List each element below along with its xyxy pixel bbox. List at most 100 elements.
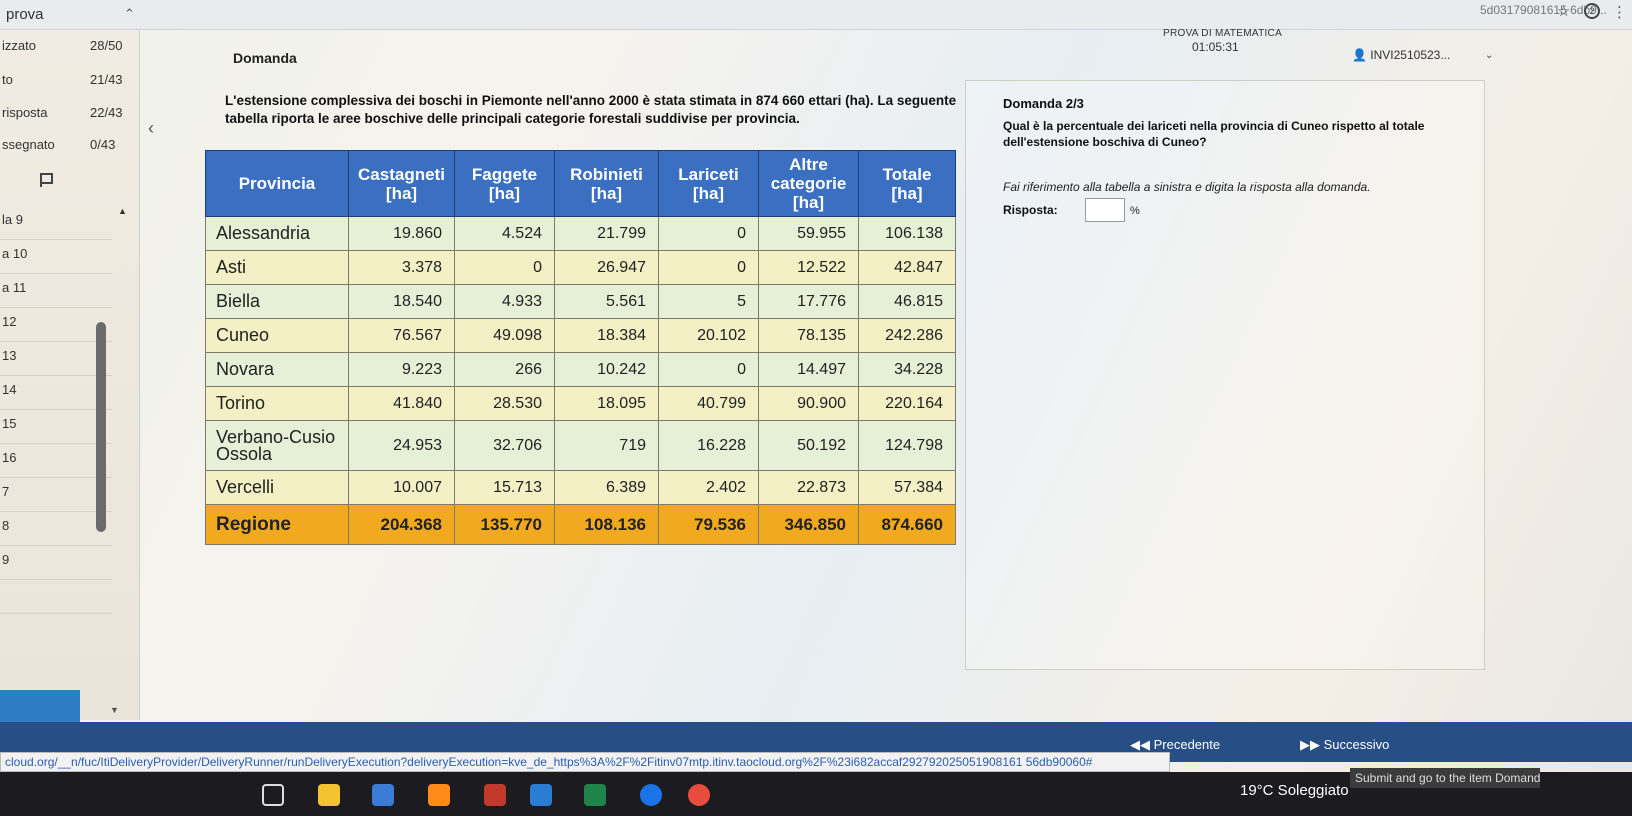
question-list-item[interactable]: 14	[0, 378, 112, 410]
forest-area-table: Provincia Castagneti [ha] Faggete [ha] R…	[205, 150, 956, 545]
chrome-icon[interactable]	[688, 784, 710, 806]
value-cell: 10.007	[348, 470, 455, 505]
collapse-up-icon[interactable]: ▲	[118, 206, 127, 216]
submit-tooltip: Submit and go to the item Domanda 24	[1350, 768, 1540, 788]
media-player-icon[interactable]	[372, 784, 394, 806]
previous-button[interactable]: ◀◀ Precedente	[1130, 737, 1220, 753]
question-list-item[interactable]: 15	[0, 412, 112, 444]
flag-icon[interactable]	[40, 173, 54, 187]
stat-value: 0/43	[90, 137, 116, 152]
sidebar-scrollbar[interactable]	[96, 322, 106, 532]
question-list-item[interactable]: la 9	[0, 208, 112, 240]
value-cell: 5	[658, 284, 759, 319]
stat-label: to	[2, 72, 13, 87]
province-cell: Novara	[205, 352, 349, 387]
stat-value: 22/43	[90, 105, 123, 120]
value-cell: 242.286	[858, 318, 956, 353]
question-list-item[interactable]: 8	[0, 514, 112, 546]
value-cell: 2.402	[658, 470, 759, 505]
status-url-bar: cloud.org/__n/fuc/ItiDeliveryProvider/De…	[0, 752, 1170, 772]
user-id-text: INVI2510523...	[1370, 48, 1451, 62]
word-icon[interactable]	[530, 784, 552, 806]
question-text: Qual è la percentuale dei lariceti nella…	[1003, 119, 1425, 149]
stat-label: risposta	[2, 105, 48, 120]
value-cell: 14.497	[758, 352, 859, 387]
question-list-item[interactable]: 16	[0, 446, 112, 478]
address-fragment[interactable]: 5d03179081615 6db9...	[1480, 3, 1607, 17]
value-cell: 59.955	[758, 216, 859, 251]
kebab-menu-icon[interactable]: ⋮	[1612, 4, 1627, 21]
tab-title[interactable]: prova	[6, 6, 44, 23]
next-button[interactable]: ▶▶ Successivo	[1300, 737, 1389, 753]
question-list-item[interactable]: a 11	[0, 276, 112, 308]
exam-timer: 01:05:31	[1192, 40, 1239, 54]
question-list-item[interactable]	[0, 582, 112, 614]
value-cell: 124.798	[858, 420, 956, 471]
table-header-row: Provincia Castagneti [ha] Faggete [ha] R…	[205, 150, 956, 217]
weather-widget[interactable]: 19°C Soleggiato	[1240, 782, 1349, 799]
stat-value: 21/43	[90, 72, 123, 87]
star-icon[interactable]: ☆	[1557, 3, 1571, 20]
province-cell: Biella	[205, 284, 349, 319]
column-header: Castagneti [ha]	[348, 150, 455, 217]
table-row: Vercelli 10.007 15.713 6.389 2.402 22.87…	[205, 470, 956, 505]
task-view-icon[interactable]	[262, 784, 284, 806]
question-number: Domanda 2/3	[1003, 96, 1084, 111]
value-cell: 57.384	[858, 470, 956, 505]
question-list-item[interactable]: 9	[0, 548, 112, 580]
column-header: Robinieti [ha]	[554, 150, 659, 217]
value-cell: 106.138	[858, 216, 956, 251]
value-cell: 108.136	[554, 504, 659, 545]
value-cell: 15.713	[454, 470, 555, 505]
answer-label: Risposta:	[1003, 203, 1058, 217]
file-explorer-icon[interactable]	[318, 784, 340, 806]
value-cell: 17.776	[758, 284, 859, 319]
user-id[interactable]: 👤 INVI2510523...	[1352, 48, 1450, 62]
value-cell: 20.102	[658, 318, 759, 353]
value-cell: 32.706	[454, 420, 555, 471]
stat-label: izzato	[2, 38, 36, 53]
chevron-down-icon[interactable]: ⌄	[1485, 50, 1494, 61]
value-cell: 18.095	[554, 386, 659, 421]
next-label: Successivo	[1323, 737, 1390, 752]
question-list-item[interactable]: 12	[0, 310, 112, 342]
province-cell: Asti	[205, 250, 349, 285]
question-list-item[interactable]: 13	[0, 344, 112, 376]
question-hint: Fai riferimento alla tabella a sinistra …	[1003, 180, 1371, 194]
answer-unit: %	[1130, 205, 1140, 217]
value-cell: 42.847	[858, 250, 956, 285]
value-cell: 76.567	[348, 318, 455, 353]
navigation-sidebar: izzato 28/50 to 21/43 risposta 22/43 sse…	[0, 30, 140, 724]
value-cell: 0	[658, 352, 759, 387]
value-cell: 0	[454, 250, 555, 285]
value-cell: 3.378	[348, 250, 455, 285]
value-cell: 135.770	[454, 504, 555, 545]
exam-title: PROVA DI MATEMATICA	[1163, 28, 1283, 39]
province-cell: Vercelli	[205, 470, 349, 505]
collapse-down-icon[interactable]: ▼	[110, 705, 119, 715]
column-header: Altre categorie [ha]	[758, 150, 859, 217]
table-total-row: Regione 204.368 135.770 108.136 79.536 3…	[205, 504, 956, 545]
question-intro: L'estensione complessiva dei boschi in P…	[225, 93, 957, 126]
question-list-item[interactable]: a 10	[0, 242, 112, 274]
table-row: Verbano-Cusio Ossola 24.953 32.706 719 1…	[205, 420, 956, 471]
question-list-item[interactable]: 7	[0, 480, 112, 512]
edge-icon[interactable]	[640, 784, 662, 806]
value-cell: 40.799	[658, 386, 759, 421]
answer-input[interactable]	[1085, 198, 1125, 222]
value-cell: 0	[658, 250, 759, 285]
value-cell: 4.524	[454, 216, 555, 251]
stat-value: 28/50	[90, 38, 123, 53]
value-cell: 78.135	[758, 318, 859, 353]
column-header: Faggete [ha]	[454, 150, 555, 217]
app-icon[interactable]	[484, 784, 506, 806]
profile-icon[interactable]: 2	[1584, 3, 1600, 19]
vlc-icon[interactable]	[428, 784, 450, 806]
value-cell: 10.242	[554, 352, 659, 387]
chevron-left-icon[interactable]: ‹	[148, 118, 154, 138]
active-item-highlight[interactable]	[0, 690, 80, 724]
browser-top-bar: prova ⌃ 5d03179081615 6db9... ☆ 2 ⋮	[0, 0, 1632, 30]
tab-chevron-icon[interactable]: ⌃	[124, 6, 135, 21]
calculator-icon[interactable]	[584, 784, 606, 806]
value-cell: 22.873	[758, 470, 859, 505]
